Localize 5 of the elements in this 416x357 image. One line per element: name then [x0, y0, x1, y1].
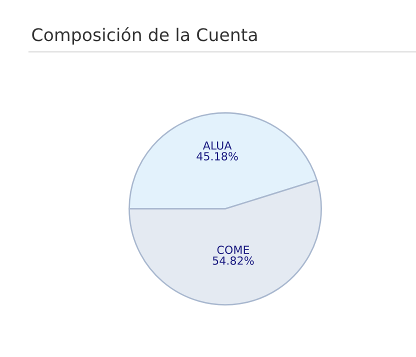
data-label: 54.82% [212, 256, 254, 265]
chart-title: Composición de la Cuenta [32, 27, 257, 45]
slice-label: ALUA [202, 141, 232, 150]
data-label: 45.18% [196, 152, 238, 160]
slice-label: COME [217, 246, 250, 254]
